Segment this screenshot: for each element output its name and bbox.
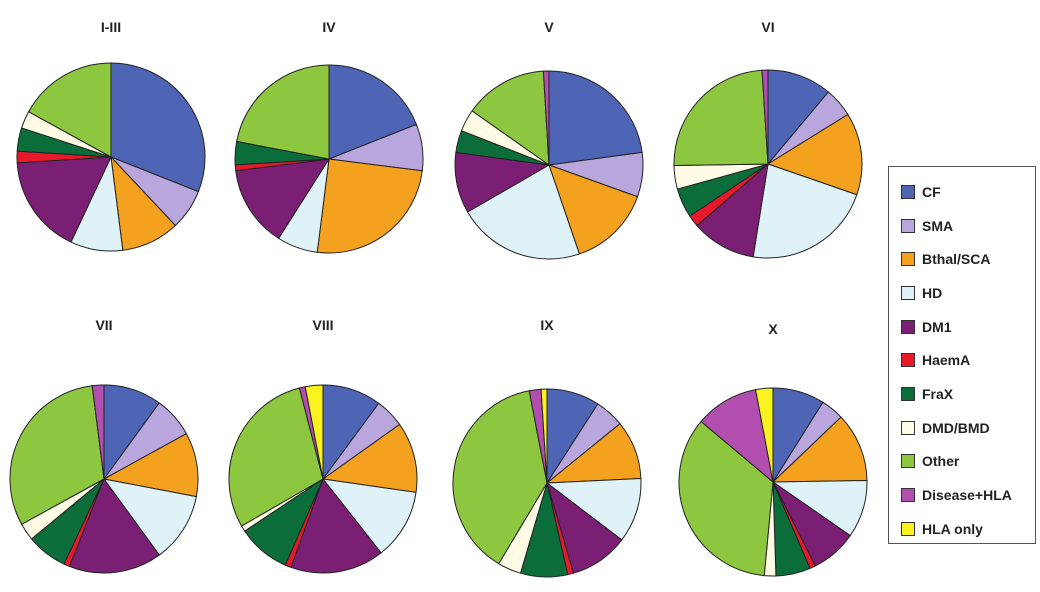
legend-swatch: [901, 285, 915, 300]
pie-slice-other: [471, 70, 550, 167]
pie-title: IV: [322, 19, 336, 35]
legend-swatch: [901, 319, 915, 334]
pie-slice-other: [452, 390, 548, 565]
legend-item-hd: HD: [901, 276, 1035, 310]
pie-slice-bthal-sca: [766, 113, 863, 196]
pie-iv: IV: [234, 19, 424, 254]
legend-swatch: [901, 218, 915, 233]
legend-swatch: [901, 386, 915, 401]
legend-label: Disease+HLA: [922, 487, 1012, 504]
legend-item-haema: HaemA: [901, 343, 1035, 377]
pie-slice-hd: [102, 478, 197, 556]
legend-label: Other: [922, 453, 960, 470]
pie-vi: VI: [673, 19, 863, 259]
pie-title: IX: [540, 317, 554, 333]
legend-label: SMA: [922, 217, 954, 234]
pie-slice-other: [678, 420, 774, 577]
legend-swatch: [901, 252, 915, 267]
legend-swatch: [901, 184, 915, 199]
legend-item-cf: CF: [901, 175, 1035, 209]
pie-slice-cf: [548, 70, 643, 166]
legend-item-sma: SMA: [901, 209, 1035, 243]
pie-slice-hd: [545, 478, 642, 541]
pie-slice-hla-only: [540, 388, 548, 484]
pie-slice-disease-hla: [542, 70, 550, 166]
pie-slice-other: [236, 64, 330, 160]
legend-swatch: [901, 521, 915, 536]
pie-slice-dm1: [290, 477, 382, 574]
pie-i-iii: I-III: [16, 19, 206, 252]
pie-slice-other: [228, 387, 324, 527]
pie-slice-cf: [110, 62, 206, 193]
pie-slice-bthal-sca: [771, 416, 868, 483]
legend-label: HD: [922, 284, 943, 301]
pie-slice-bthal-sca: [321, 423, 418, 493]
pie-slice-bthal-sca: [316, 158, 423, 254]
legend-label: HLA only: [922, 520, 983, 537]
pie-slice-hd: [466, 164, 581, 260]
legend: CF SMA Bthal/SCA HD DM1 HaemA FraX DMD/BMD Other…: [888, 166, 1036, 544]
pie-slice-other: [9, 385, 105, 525]
legend-label: FraX: [922, 385, 954, 402]
pie-title: VI: [761, 19, 774, 35]
legend-item-bthal-sca: Bthal/SCA: [901, 242, 1035, 276]
pie-ix: IX: [452, 317, 642, 578]
legend-label: HaemA: [922, 352, 971, 369]
pie-title: I-III: [101, 19, 121, 35]
pie-title: VIII: [312, 317, 333, 333]
pie-slice-bthal-sca: [102, 433, 199, 498]
legend-label: DMD/BMD: [922, 419, 990, 436]
pie-slice-disease-hla: [91, 384, 105, 480]
pie-slice-dm1: [235, 158, 330, 240]
pie-x: X: [678, 321, 868, 577]
legend-item-other: Other: [901, 445, 1035, 479]
pie-slice-cf: [328, 64, 418, 160]
pie-slice-hd: [321, 478, 417, 554]
legend-label: CF: [922, 183, 941, 200]
pie-slice-hla-only: [754, 387, 774, 483]
legend-item-dm1: DM1: [901, 310, 1035, 344]
pie-slice-other: [673, 69, 769, 166]
pie-slice-other: [27, 62, 112, 158]
pie-slice-disease-hla: [761, 69, 769, 165]
pie-slice-hla-only: [304, 384, 324, 480]
legend-label: DM1: [922, 318, 952, 335]
legend-swatch: [901, 420, 915, 435]
pie-slice-dm1: [68, 477, 160, 574]
pie-v: V: [454, 19, 644, 260]
pie-slice-hd: [752, 163, 858, 259]
legend-item-frax: FraX: [901, 377, 1035, 411]
legend-swatch: [901, 488, 915, 503]
pie-slice-dm1: [696, 162, 769, 258]
pie-viii: VIII: [228, 317, 418, 574]
pie-title: VII: [95, 317, 112, 333]
legend-item-disease-hla: Disease+HLA: [901, 478, 1035, 512]
pie-title: X: [768, 321, 778, 337]
legend-swatch: [901, 353, 915, 368]
pie-slice-bthal-sca: [548, 164, 639, 255]
pie-slice-cf: [767, 69, 830, 166]
legend-item-hla-only: HLA only: [901, 512, 1035, 546]
legend-swatch: [901, 454, 915, 469]
pie-title: V: [544, 19, 554, 35]
pie-vii: VII: [9, 317, 199, 574]
pie-slice-dm1: [16, 156, 112, 243]
legend-label: Bthal/SCA: [922, 251, 991, 268]
legend-item-dmd-bmd: DMD/BMD: [901, 411, 1035, 445]
